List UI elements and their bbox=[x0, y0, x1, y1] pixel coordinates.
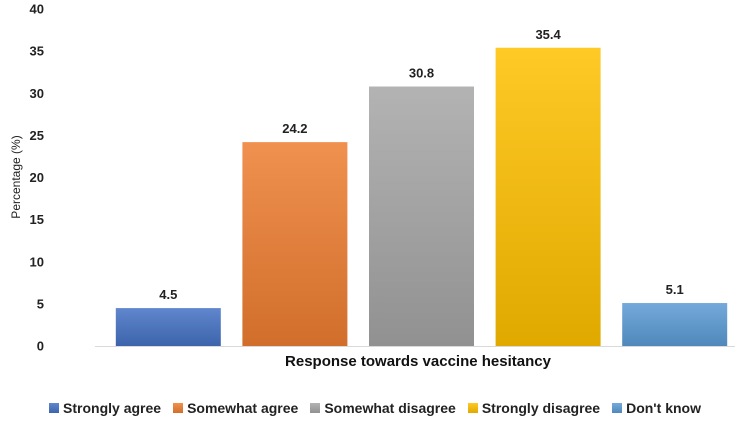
legend-swatch bbox=[310, 403, 321, 413]
y-tick-label: 25 bbox=[30, 128, 44, 143]
bar-somewhat-disagree bbox=[369, 86, 474, 346]
y-tick-label: 15 bbox=[30, 212, 44, 227]
bar-chart: 0 5 10 15 20 25 30 35 40 Percentage (%) 4.5 24.2 3… bbox=[9, 2, 735, 370]
legend-item: Somewhat disagree bbox=[310, 400, 456, 416]
bars bbox=[115, 47, 728, 346]
data-label: 4.5 bbox=[159, 287, 177, 302]
y-tick-label: 0 bbox=[37, 339, 44, 354]
legend-item: Strongly agree bbox=[49, 400, 161, 416]
bar-don-t-know bbox=[622, 303, 728, 346]
data-label: 5.1 bbox=[666, 282, 684, 297]
x-axis-label: Response towards vaccine hesitancy bbox=[285, 353, 552, 370]
data-label: 24.2 bbox=[282, 121, 307, 136]
data-labels: 4.5 24.2 30.8 35.4 5.1 bbox=[159, 27, 683, 302]
legend-swatch bbox=[612, 403, 623, 413]
y-axis-label: Percentage (%) bbox=[9, 135, 23, 218]
bar-somewhat-agree bbox=[242, 142, 348, 346]
legend-label: Don't know bbox=[626, 400, 701, 416]
legend-item: Don't know bbox=[612, 400, 701, 416]
legend-swatch bbox=[49, 403, 60, 413]
y-tick-label: 10 bbox=[30, 254, 44, 269]
data-label: 35.4 bbox=[535, 27, 561, 42]
legend: Strongly agree Somewhat agree Somewhat dis… bbox=[0, 400, 750, 416]
y-tick-label: 5 bbox=[37, 296, 44, 311]
legend-label: Strongly agree bbox=[63, 400, 162, 416]
y-tick-label: 35 bbox=[30, 44, 44, 59]
y-tick-label: 30 bbox=[30, 86, 44, 101]
y-tick-label: 40 bbox=[30, 2, 44, 17]
legend-label: Somewhat agree bbox=[187, 400, 299, 416]
legend-swatch bbox=[173, 403, 184, 413]
data-label: 30.8 bbox=[409, 66, 434, 81]
bar-strongly-disagree bbox=[495, 47, 601, 346]
legend-label: Strongly disagree bbox=[481, 400, 601, 416]
legend-item: Strongly disagree bbox=[467, 400, 601, 416]
y-tick-label: 20 bbox=[30, 170, 44, 185]
y-axis-ticks: 0 5 10 15 20 25 30 35 40 bbox=[30, 2, 44, 354]
bar-strongly-agree bbox=[115, 308, 221, 346]
legend-label: Somewhat disagree bbox=[324, 400, 456, 416]
legend-item: Somewhat agree bbox=[173, 400, 298, 416]
legend-swatch bbox=[467, 403, 478, 413]
